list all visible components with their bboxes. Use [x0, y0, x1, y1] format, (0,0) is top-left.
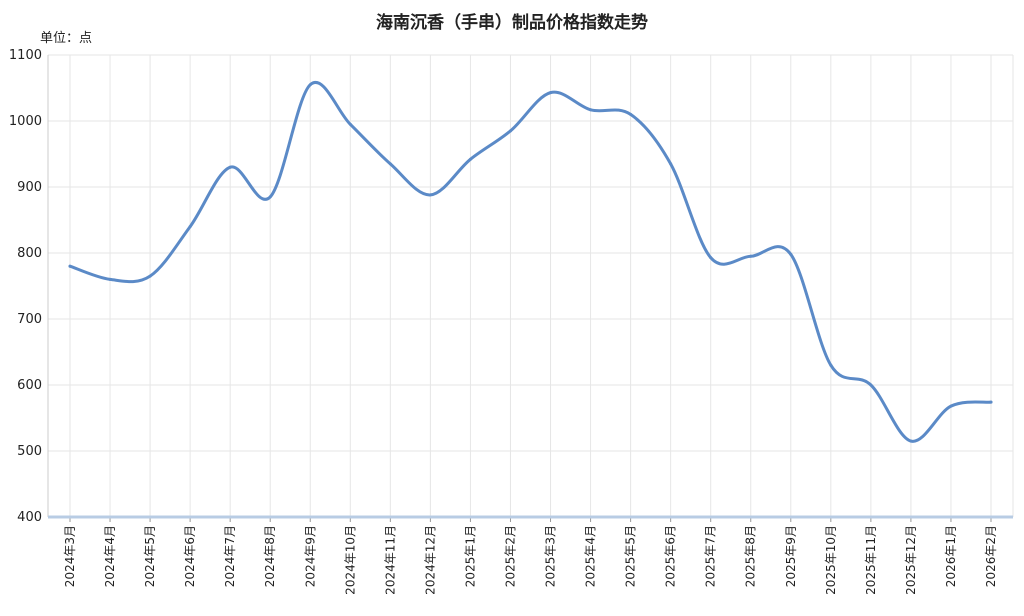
- y-tick-labels: 400 500 600 700 800 900 1000 1100: [9, 48, 42, 525]
- y-tick-label: 700: [17, 312, 42, 327]
- y-tick-label: 400: [17, 510, 42, 525]
- x-tick-label: 2024年6月: [183, 525, 197, 587]
- series-line: [68, 80, 993, 443]
- x-tick-label: 2025年5月: [624, 525, 638, 587]
- data-point: [428, 193, 432, 197]
- data-point: [589, 108, 593, 112]
- data-point: [68, 264, 72, 268]
- data-point: [989, 400, 993, 404]
- data-point: [148, 274, 152, 278]
- x-tick-label: 2024年10月: [343, 525, 357, 595]
- x-tick-label: 2024年5月: [143, 525, 157, 587]
- x-tick-label: 2024年12月: [423, 525, 437, 595]
- x-tick-label: 2025年8月: [744, 525, 758, 587]
- y-tick-label: 500: [17, 444, 42, 459]
- data-point: [228, 165, 232, 169]
- x-tick-label: 2024年7月: [223, 525, 237, 587]
- series-layer: [68, 80, 993, 443]
- data-point: [308, 83, 312, 87]
- data-point: [629, 112, 633, 116]
- data-point: [789, 252, 793, 256]
- y-tick-label: 1100: [9, 48, 42, 63]
- y-tick-label: 1000: [9, 114, 42, 129]
- x-tick-label: 2024年11月: [383, 525, 397, 595]
- x-tick-label: 2024年8月: [263, 525, 277, 587]
- data-point: [549, 91, 553, 95]
- x-tick-label: 2025年11月: [864, 525, 878, 595]
- data-point: [909, 439, 913, 443]
- x-tick-label: 2024年9月: [303, 525, 317, 587]
- x-tick-label: 2025年3月: [544, 525, 558, 587]
- x-tick-label: 2025年10月: [824, 525, 838, 595]
- data-point: [829, 363, 833, 367]
- data-point: [709, 256, 713, 260]
- data-point: [869, 383, 873, 387]
- x-tick-label: 2026年1月: [944, 525, 958, 587]
- x-tick-label: 2025年7月: [704, 525, 718, 587]
- x-tick-label: 2026年2月: [984, 525, 998, 587]
- axes: [47, 55, 1014, 522]
- data-point: [508, 129, 512, 133]
- x-tick-label: 2025年12月: [904, 525, 918, 595]
- x-tick-label: 2025年4月: [584, 525, 598, 587]
- unit-label: 单位：点: [40, 31, 93, 46]
- chart-title: 海南沉香（手串）制品价格指数走势: [376, 13, 648, 33]
- data-point: [669, 162, 673, 166]
- data-point: [388, 162, 392, 166]
- data-point: [108, 277, 112, 281]
- x-tick-label: 2025年6月: [664, 525, 678, 587]
- y-tick-label: 600: [17, 378, 42, 393]
- y-tick-label: 900: [17, 180, 42, 195]
- x-tick-label: 2024年3月: [63, 525, 77, 587]
- x-tick-label: 2025年9月: [784, 525, 798, 587]
- grid: [48, 54, 1013, 517]
- data-point: [348, 122, 352, 126]
- x-tick-labels: 2024年3月 2024年4月 2024年5月 2024年6月 2024年7月 2024年…: [63, 525, 998, 595]
- data-point: [949, 404, 953, 408]
- x-tick-label: 2025年2月: [503, 525, 517, 587]
- data-point: [749, 254, 753, 258]
- data-point: [268, 195, 272, 199]
- y-tick-label: 800: [17, 246, 42, 261]
- data-point: [188, 225, 192, 229]
- x-tick-label: 2024年4月: [103, 525, 117, 587]
- x-tick-label: 2025年1月: [463, 525, 477, 587]
- data-point: [468, 157, 472, 161]
